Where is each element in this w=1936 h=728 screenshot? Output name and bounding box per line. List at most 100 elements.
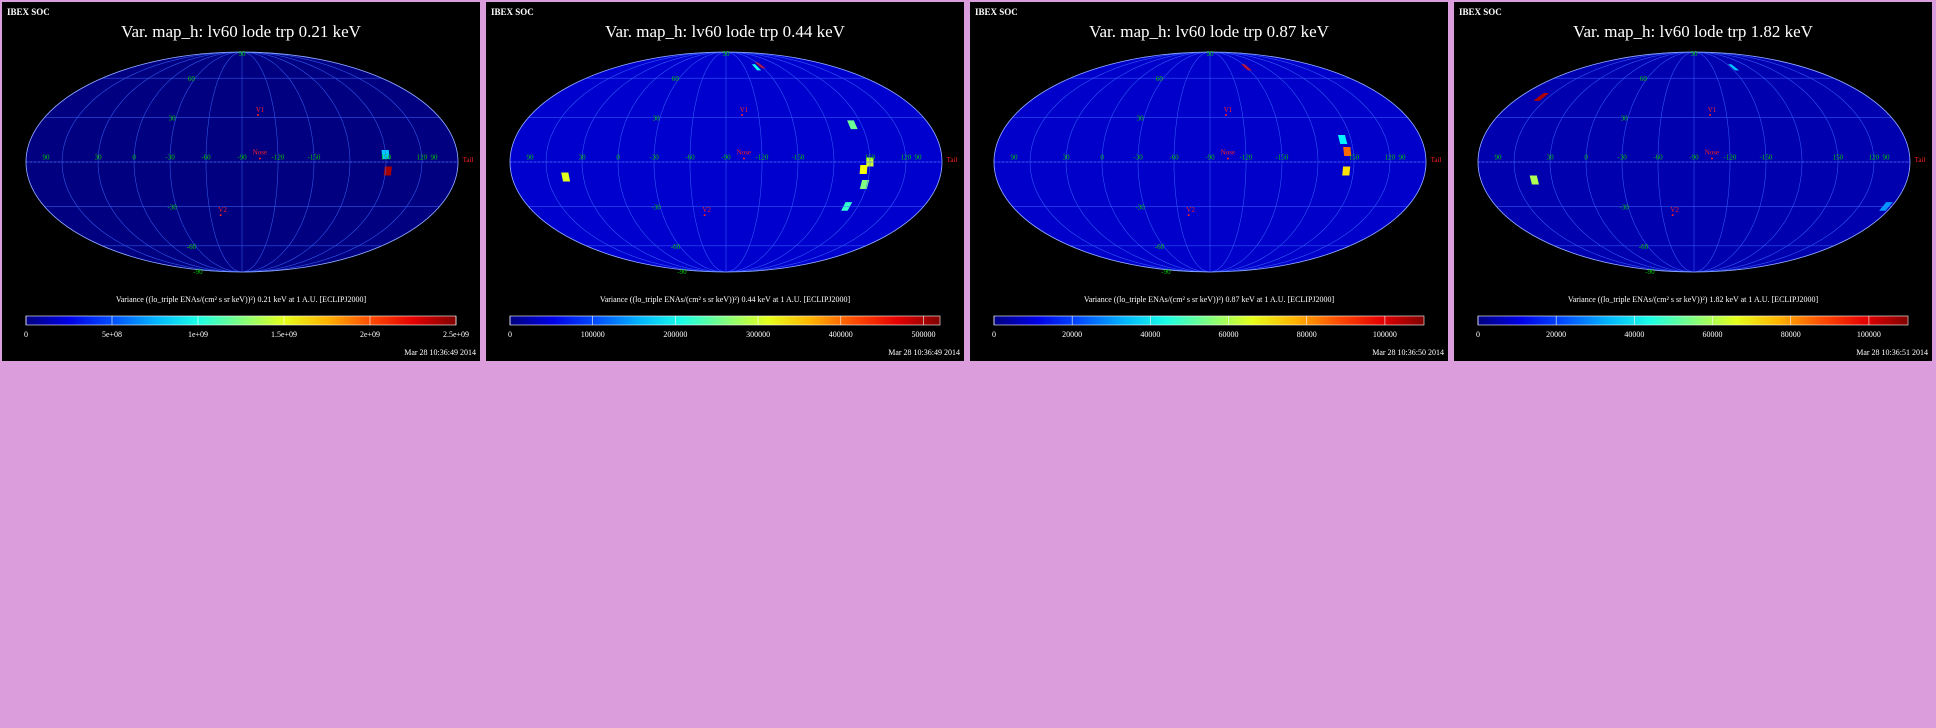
- colorbar-label: Variance ((lo_triple ENAs/(cm² s sr keV)…: [1083, 295, 1335, 304]
- colorbar-tick-label: 40000: [1624, 330, 1644, 339]
- pole-top-label: 90: [1691, 50, 1699, 58]
- colorbar-tick-label: 1.5e+09: [271, 330, 297, 339]
- map-pixel: [1337, 135, 1348, 144]
- lon-label: 0: [132, 153, 136, 161]
- lat-label: -30: [167, 203, 177, 211]
- lon-label: 30: [1063, 153, 1071, 161]
- tail-label: Tail: [947, 156, 958, 164]
- pole-bottom-label: -90: [193, 268, 203, 276]
- lon-label: -30: [165, 153, 175, 161]
- lat-label: 60: [672, 75, 680, 83]
- lon-label: 90: [527, 153, 535, 161]
- lon-label: 90: [43, 153, 51, 161]
- lon-label: -60: [1653, 153, 1663, 161]
- lon-label: -90: [1205, 153, 1215, 161]
- lon-label: -60: [685, 153, 695, 161]
- panel-caption: IBEX SOC: [975, 7, 1018, 17]
- graticule: [509, 51, 943, 273]
- map-pixel: [1533, 92, 1550, 101]
- lon-label: 90: [1399, 153, 1407, 161]
- pixel-layer: [1241, 64, 1352, 176]
- lon-label: 150: [1349, 153, 1360, 161]
- pole-bottom-label: -90: [1161, 268, 1171, 276]
- map-svg: 90 30 0 -30 -60 -90 -150-120 150 120 906030-30-60…: [24, 50, 473, 339]
- v1-marker: [1225, 113, 1228, 116]
- lon-label: -90: [237, 153, 247, 161]
- colorbar-tick-label: 500000: [911, 330, 935, 339]
- pole-bottom-label: -90: [1645, 268, 1655, 276]
- colorbar-tick-label: 20000: [1546, 330, 1566, 339]
- map-svg: 90 30 0 -30 -60 -90 -150-120 150 120 906030-30-60…: [508, 50, 958, 339]
- map-pixel: [859, 165, 868, 175]
- colorbar-tick-label: 80000: [1297, 330, 1317, 339]
- colorbar-tick-label: 400000: [829, 330, 853, 339]
- map-svg: 90 30 0 -30 -60 -90 -150-120 150 120 906030-30-60…: [992, 50, 1441, 339]
- pole-top-label: 90: [239, 50, 247, 58]
- colorbar-tick-label: 2.5e+09: [443, 330, 469, 339]
- v1-marker: [741, 113, 744, 116]
- nose-label: Nose: [253, 148, 267, 156]
- map-svg: 90 30 0 -30 -60 -90 -150-120 150 120 906030-30-60…: [1476, 50, 1926, 339]
- panel-timestamp: Mar 28 10:36:50 2014: [1372, 348, 1444, 357]
- v2-label: V2: [1186, 206, 1195, 214]
- map-outline: [1477, 51, 1911, 273]
- lon-label: -120: [1724, 153, 1737, 161]
- lat-label: -60: [1639, 243, 1649, 251]
- nose-label: Nose: [1221, 148, 1235, 156]
- lon-label: 120: [1869, 153, 1880, 161]
- lon-label: -30: [1133, 153, 1143, 161]
- panel-caption: IBEX SOC: [1459, 7, 1502, 17]
- colorbar-tick-label: 200000: [663, 330, 687, 339]
- map-pixel: [1342, 166, 1351, 176]
- lat-label: -30: [1135, 203, 1145, 211]
- lon-label: -150: [792, 153, 805, 161]
- v2-label: V2: [218, 206, 227, 214]
- lon-label: 150: [381, 153, 392, 161]
- colorbar-tick-label: 5e+08: [102, 330, 122, 339]
- colorbar-tick-label: 0: [1476, 330, 1480, 339]
- colorbar: [509, 315, 941, 326]
- lat-label: -60: [187, 243, 197, 251]
- map-pixel: [1728, 64, 1740, 71]
- lat-label: -60: [1155, 243, 1165, 251]
- lon-label: 30: [95, 153, 103, 161]
- v1-label: V1: [256, 106, 265, 114]
- lat-label: -30: [1619, 203, 1629, 211]
- map-panel-4: 90 30 0 -30 -60 -90 -150 -120 150 120 90 60 30 -30 -60…: [1454, 2, 1932, 361]
- lat-label: 30: [1137, 115, 1145, 123]
- nose-label: Nose: [737, 148, 751, 156]
- map-panel-3: 90 30 0 -30 -60 -90 -150 -120 150 120 90 60 30 -30 -60…: [970, 2, 1448, 361]
- v2-marker: [219, 214, 222, 217]
- v1-marker: [257, 113, 260, 116]
- map-panel-2: 90 30 0 -30 -60 -90 -150 -120 150 120 90 60 30 -30 -60…: [486, 2, 964, 361]
- panel-title: Var. map_h: lv60 lode trp 0.21 keV: [121, 22, 361, 41]
- colorbar-label: Variance ((lo_triple ENAs/(cm² s sr keV)…: [599, 295, 851, 304]
- lat-label: 30: [1621, 115, 1629, 123]
- nose-marker: [1226, 157, 1229, 160]
- lon-label: 90: [1495, 153, 1503, 161]
- lon-label: -120: [756, 153, 769, 161]
- panel-timestamp: Mar 28 10:36:49 2014: [404, 348, 476, 357]
- colorbar-tick-label: 2e+09: [360, 330, 380, 339]
- nose-marker: [1710, 157, 1713, 160]
- v1-marker: [1709, 113, 1712, 116]
- map-panel-1: 90 30 0 -30 -60 -90 -150 -120 150 120 90 60 30 -30 -60…: [2, 2, 480, 361]
- colorbar-tick-label: 300000: [746, 330, 770, 339]
- nose-marker: [258, 157, 261, 160]
- lat-label: 60: [1640, 75, 1648, 83]
- colorbar-tick-label: 1e+09: [188, 330, 208, 339]
- tail-label: Tail: [1915, 156, 1926, 164]
- map-pixel: [1343, 146, 1352, 156]
- colorbar-tick-label: 60000: [1703, 330, 1723, 339]
- lon-label: -60: [1169, 153, 1179, 161]
- colorbar-tick-label: 100000: [581, 330, 605, 339]
- map-pixel: [561, 172, 571, 182]
- lon-label: 30: [1547, 153, 1555, 161]
- panel-title: Var. map_h: lv60 lode trp 0.44 keV: [605, 22, 845, 41]
- colorbar-label: Variance ((lo_triple ENAs/(cm² s sr keV)…: [115, 295, 367, 304]
- pole-top-label: 90: [723, 50, 731, 58]
- lon-label: 30: [579, 153, 587, 161]
- lon-label: 0: [1584, 153, 1588, 161]
- lon-label: 150: [1833, 153, 1844, 161]
- colorbar-tick-label: 80000: [1781, 330, 1801, 339]
